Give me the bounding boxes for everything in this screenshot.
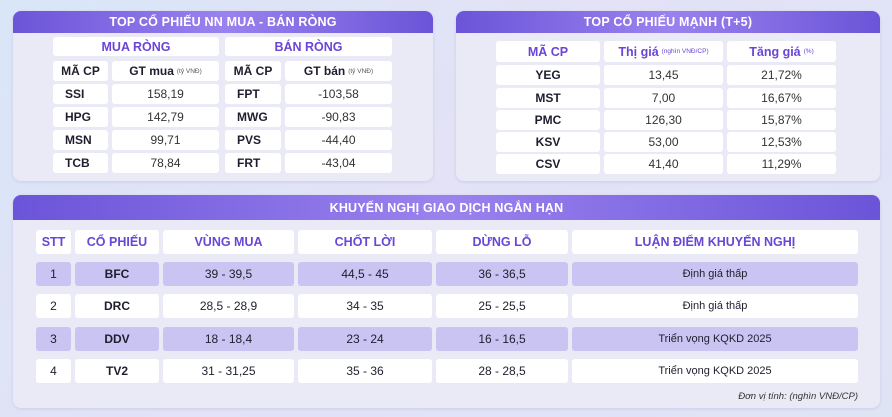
col-header-buy-zone: VÙNG MUA	[163, 230, 294, 254]
strong-price-header-label: Thị giá	[618, 44, 659, 59]
buy-row-code: HPG	[53, 107, 108, 127]
rec-row-take-profit: 34 - 35	[298, 294, 432, 318]
strong-row-code: KSV	[496, 132, 600, 152]
rec-row-stt: 2	[36, 294, 71, 318]
rec-row-buy-zone: 31 - 31,25	[163, 359, 294, 383]
rec-row-stop-loss: 16 - 16,5	[436, 327, 568, 351]
rec-row-stt: 1	[36, 262, 71, 286]
rec-row-stop-loss: 28 - 28,5	[436, 359, 568, 383]
sell-row-value: -103,58	[285, 84, 392, 104]
sell-row-code: PVS	[225, 130, 281, 150]
col-header-stt: STT	[36, 230, 71, 254]
sell-row-code: FPT	[225, 84, 281, 104]
strong-price-header: Thị giá (nghìn VNĐ/CP)	[604, 41, 723, 62]
strong-row-code: MST	[496, 88, 600, 108]
strong-row-price: 13,45	[604, 65, 723, 85]
sell-value-header: GT bán (tỷ VNĐ)	[285, 61, 392, 81]
strong-code-header: MÃ CP	[496, 41, 600, 62]
rec-row-buy-zone: 28,5 - 28,9	[163, 294, 294, 318]
buy-row-value: 142,79	[112, 107, 219, 127]
strong-row-change: 11,29%	[727, 154, 836, 174]
sell-row-value: -44,40	[285, 130, 392, 150]
buy-value-header-label: GT mua	[129, 64, 174, 78]
strong-change-header: Tăng giá (%)	[727, 41, 836, 62]
sell-row-code: FRT	[225, 153, 281, 173]
sell-code-header: MÃ CP	[225, 61, 281, 81]
buy-row-value: 158,19	[112, 84, 219, 104]
rec-row-take-profit: 35 - 36	[298, 359, 432, 383]
strong-row-code: CSV	[496, 154, 600, 174]
strong-row-change: 16,67%	[727, 88, 836, 108]
strong-stocks-title: TOP CỔ PHIẾU MẠNH (T+5)	[456, 11, 880, 33]
sell-value-header-label: GT bán	[303, 64, 346, 78]
strong-row-code: PMC	[496, 110, 600, 130]
rec-row-thesis: Định giá thấp	[572, 262, 858, 286]
buy-row-value: 78,84	[112, 153, 219, 173]
strong-row-change: 21,72%	[727, 65, 836, 85]
rec-row-code: DDV	[75, 327, 159, 351]
strong-change-header-unit: (%)	[803, 48, 814, 55]
buy-row-value: 99,71	[112, 130, 219, 150]
unit-note: Đơn vị tính: (nghìn VNĐ/CP)	[738, 391, 858, 402]
col-header-thesis: LUẬN ĐIỂM KHUYẾN NGHỊ	[572, 230, 858, 254]
strong-row-price: 126,30	[604, 110, 723, 130]
rec-row-thesis: Triển vọng KQKD 2025	[572, 327, 858, 351]
strong-row-price: 41,40	[604, 154, 723, 174]
buy-row-code: MSN	[53, 130, 108, 150]
strong-change-header-label: Tăng giá	[749, 44, 801, 59]
strong-row-price: 53,00	[604, 132, 723, 152]
net-sell-title: BÁN RÒNG	[225, 37, 392, 56]
foreign-net-trade-title: TOP CỔ PHIẾU NN MUA - BÁN RÒNG	[13, 11, 433, 33]
buy-value-header-unit: (tỷ VNĐ)	[176, 67, 202, 75]
rec-row-stt: 4	[36, 359, 71, 383]
rec-row-code: TV2	[75, 359, 159, 383]
buy-row-code: TCB	[53, 153, 108, 173]
rec-row-take-profit: 23 - 24	[298, 327, 432, 351]
col-header-stock: CỔ PHIẾU	[75, 230, 159, 254]
rec-row-buy-zone: 39 - 39,5	[163, 262, 294, 286]
buy-value-header: GT mua (tỷ VNĐ)	[112, 61, 219, 81]
strong-row-change: 15,87%	[727, 110, 836, 130]
rec-row-thesis: Định giá thấp	[572, 294, 858, 318]
sell-row-value: -43,04	[285, 153, 392, 173]
rec-row-stop-loss: 25 - 25,5	[436, 294, 568, 318]
buy-code-header: MÃ CP	[53, 61, 108, 81]
strong-row-change: 12,53%	[727, 132, 836, 152]
strong-row-code: YEG	[496, 65, 600, 85]
sell-value-header-unit: (tỷ VNĐ)	[348, 67, 374, 75]
strong-row-price: 7,00	[604, 88, 723, 108]
recommendation-title: KHUYẾN NGHỊ GIAO DỊCH NGẮN HẠN	[13, 195, 880, 220]
sell-row-value: -90,83	[285, 107, 392, 127]
net-buy-title: MUA RÒNG	[53, 37, 219, 56]
rec-row-take-profit: 44,5 - 45	[298, 262, 432, 286]
sell-row-code: MWG	[225, 107, 281, 127]
rec-row-code: BFC	[75, 262, 159, 286]
rec-row-buy-zone: 18 - 18,4	[163, 327, 294, 351]
rec-row-stt: 3	[36, 327, 71, 351]
buy-row-code: SSI	[53, 84, 108, 104]
strong-price-header-unit: (nghìn VNĐ/CP)	[661, 48, 709, 55]
col-header-take-profit: CHỐT LỜI	[298, 230, 432, 254]
rec-row-code: DRC	[75, 294, 159, 318]
col-header-stop-loss: DỪNG LỖ	[436, 230, 568, 254]
rec-row-stop-loss: 36 - 36,5	[436, 262, 568, 286]
rec-row-thesis: Triển vọng KQKD 2025	[572, 359, 858, 383]
